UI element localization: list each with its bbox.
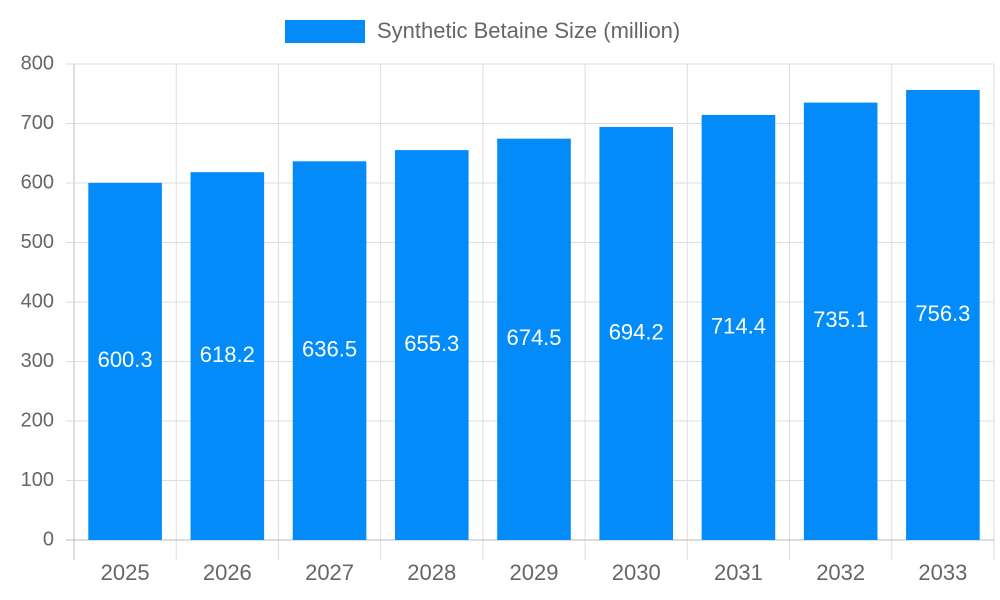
data-label: 618.2	[200, 342, 255, 367]
bar	[803, 102, 878, 540]
bar	[497, 138, 571, 541]
y-tick-label: 400	[21, 290, 54, 312]
bar	[701, 114, 776, 540]
y-tick-label: 800	[21, 52, 54, 74]
bar	[906, 90, 980, 541]
y-tick-label: 500	[21, 231, 54, 253]
y-tick-label: 100	[21, 469, 54, 491]
bar	[190, 172, 265, 540]
data-label: 756.3	[915, 301, 970, 326]
x-tick-label: 2029	[510, 560, 559, 585]
x-tick-label: 2032	[816, 560, 865, 585]
y-tick-label: 200	[21, 409, 54, 431]
bar	[292, 161, 367, 540]
data-label: 655.3	[404, 331, 459, 356]
bar	[88, 182, 162, 540]
y-tick-label: 600	[21, 171, 54, 193]
x-tick-label: 2026	[203, 560, 252, 585]
legend-swatch	[285, 20, 365, 43]
x-tick-label: 2033	[918, 560, 967, 585]
legend-label: Synthetic Betaine Size (million)	[377, 18, 680, 43]
data-label: 714.4	[711, 313, 766, 338]
data-label: 694.2	[609, 319, 664, 344]
bar	[599, 126, 674, 541]
data-label: 600.3	[98, 347, 153, 372]
x-tick-label: 2028	[407, 560, 456, 585]
y-tick-label: 300	[21, 350, 54, 372]
data-label: 735.1	[813, 307, 868, 332]
data-label: 636.5	[302, 336, 357, 361]
y-tick-label: 0	[43, 528, 54, 550]
data-label: 674.5	[506, 325, 561, 350]
x-tick-label: 2025	[101, 560, 150, 585]
x-tick-label: 2027	[305, 560, 354, 585]
y-tick-label: 700	[21, 112, 54, 134]
bar	[394, 150, 469, 540]
x-tick-label: 2030	[612, 560, 661, 585]
x-tick-label: 2031	[714, 560, 763, 585]
